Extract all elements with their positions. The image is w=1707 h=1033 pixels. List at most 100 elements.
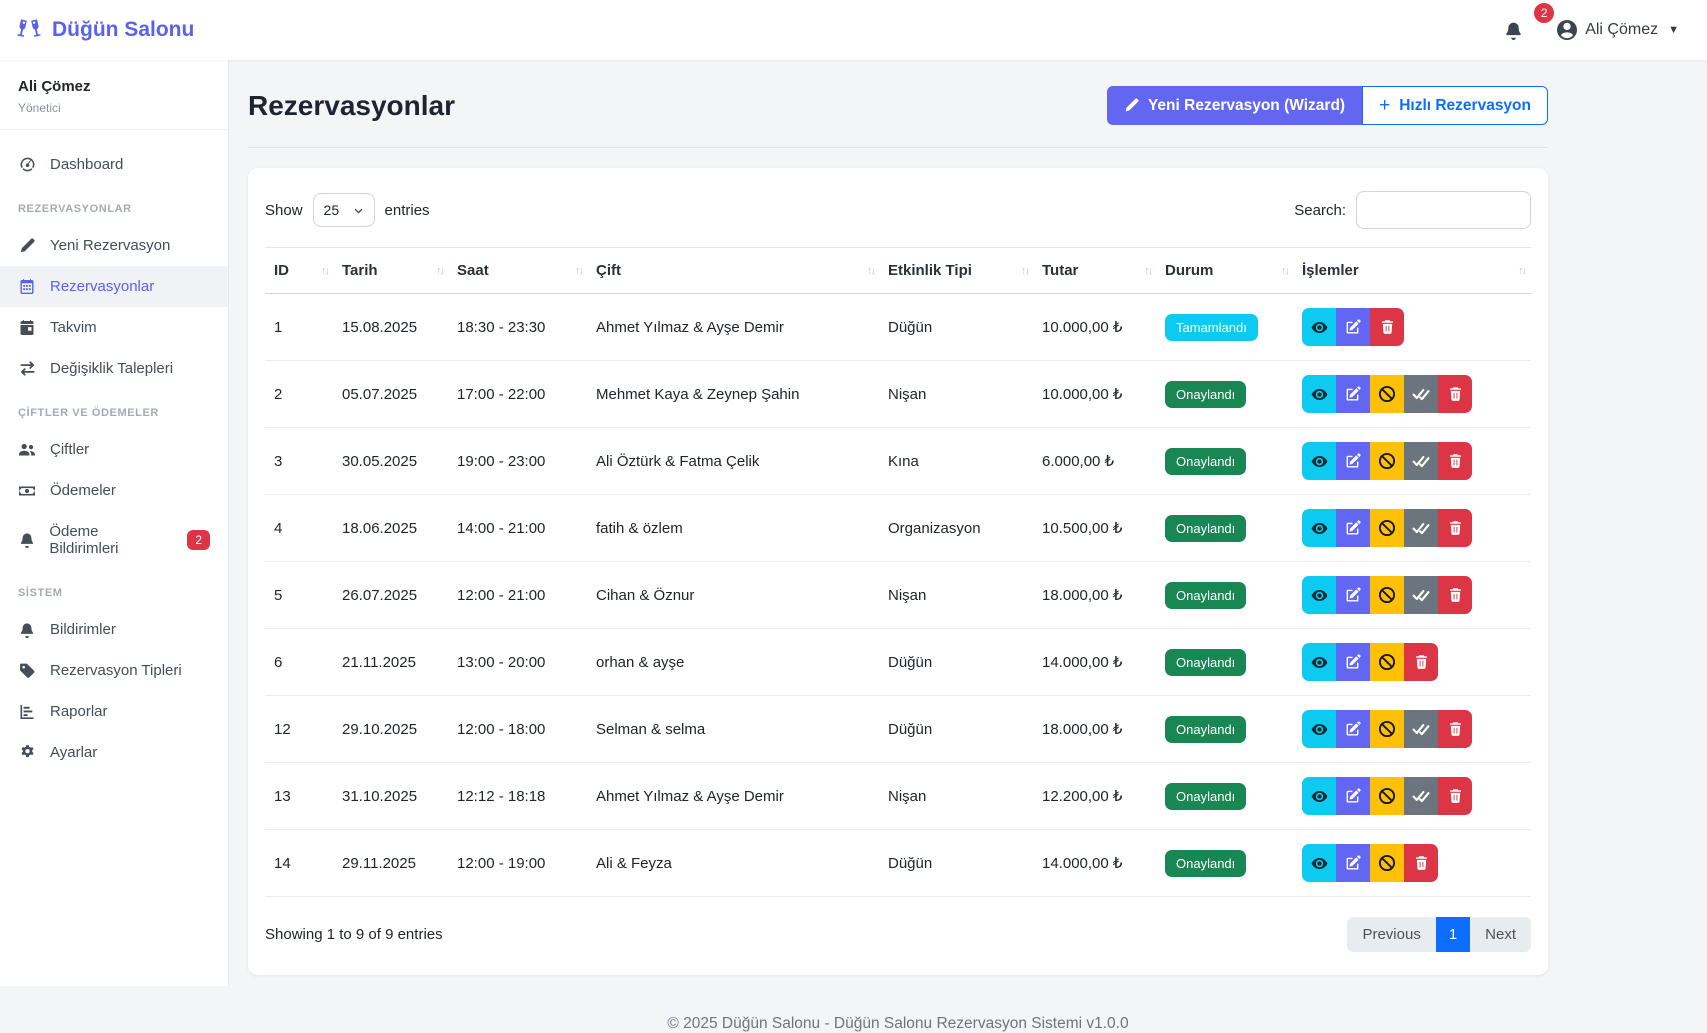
edit-button[interactable] [1336,308,1370,346]
delete-button[interactable] [1438,710,1472,748]
search-input[interactable] [1356,191,1531,229]
quick-reservation-button[interactable]: + Hızlı Rezervasyon [1362,86,1548,125]
pagination-next[interactable]: Next [1470,917,1531,952]
edit-button[interactable] [1336,777,1370,815]
column-header-tarih[interactable]: Tarih↑↓ [334,248,449,294]
sidebar-item-label: Raporlar [50,703,108,720]
edit-icon [1345,654,1361,670]
delete-button[interactable] [1438,375,1472,413]
entries-label: entries [385,202,430,219]
edit-button[interactable] [1336,844,1370,882]
view-button[interactable] [1302,710,1336,748]
delete-button[interactable] [1404,844,1438,882]
sidebar-item-degisiklik-talepleri[interactable]: Değişiklik Talepleri [0,348,228,389]
sidebar-item-bildirimler[interactable]: Bildirimler [0,609,228,650]
cancel-button[interactable] [1370,643,1404,681]
complete-button[interactable] [1404,710,1438,748]
complete-button[interactable] [1404,375,1438,413]
column-label: Saat [457,262,489,279]
sidebar-item-rezervasyonlar[interactable]: Rezervasyonlar [0,266,228,307]
sidebar-item-rezervasyon-tipleri[interactable]: Rezervasyon Tipleri [0,650,228,691]
sidebar-user-block: Ali Çömez Yönetici [0,60,228,130]
column-header-durum[interactable]: Durum↑↓ [1157,248,1294,294]
money-icon [18,483,36,499]
sidebar-item-ayarlar[interactable]: Ayarlar [0,732,228,773]
column-header--ift[interactable]: Çift↑↓ [588,248,880,294]
sidebar-item-label: Değişiklik Talepleri [50,360,173,377]
cell-id: 6 [265,629,334,696]
cell-actions [1294,763,1531,830]
status-badge: Onaylandı [1165,515,1246,542]
cell-date: 21.11.2025 [334,629,449,696]
column-header-i-lemler[interactable]: İşlemler↑↓ [1294,248,1531,294]
page-title: Rezervasyonlar [248,90,455,122]
new-reservation-wizard-button[interactable]: Yeni Rezervasyon (Wizard) [1107,86,1362,125]
edit-button[interactable] [1336,509,1370,547]
edit-button[interactable] [1336,375,1370,413]
pagination-page-1[interactable]: 1 [1436,917,1470,952]
check-double-icon [1412,385,1430,403]
delete-button[interactable] [1370,308,1404,346]
complete-button[interactable] [1404,576,1438,614]
sidebar-item-dashboard[interactable]: Dashboard [0,144,228,185]
delete-button[interactable] [1438,442,1472,480]
cancel-button[interactable] [1370,509,1404,547]
edit-button[interactable] [1336,576,1370,614]
cancel-button[interactable] [1370,576,1404,614]
cell-couple: fatih & özlem [588,495,880,562]
calendar-day-icon [18,320,36,336]
sidebar-item-yeni-rezervasyon[interactable]: Yeni Rezervasyon [0,225,228,266]
view-button[interactable] [1302,643,1336,681]
column-header-tutar[interactable]: Tutar↑↓ [1034,248,1157,294]
complete-button[interactable] [1404,442,1438,480]
delete-button[interactable] [1438,576,1472,614]
edit-button[interactable] [1336,710,1370,748]
cancel-button[interactable] [1370,710,1404,748]
view-button[interactable] [1302,442,1336,480]
sidebar-item-ciftler[interactable]: Çiftler [0,429,228,470]
sidebar-item-takvim[interactable]: Takvim [0,307,228,348]
cell-couple: Cihan & Öznur [588,562,880,629]
cancel-button[interactable] [1370,442,1404,480]
sidebar-item-odemeler[interactable]: Ödemeler [0,470,228,511]
cancel-button[interactable] [1370,375,1404,413]
brand[interactable]: Düğün Salonu [16,17,194,43]
ban-icon [1378,787,1396,805]
cell-status: Onaylandı [1157,495,1294,562]
user-menu[interactable]: Ali Çömez ▼ [1557,20,1679,40]
page-size-select[interactable]: 25 [313,193,375,227]
ban-icon [1378,452,1396,470]
chart-icon [18,704,36,720]
cell-actions [1294,696,1531,763]
pagination-previous[interactable]: Previous [1347,917,1435,952]
edit-icon [1345,721,1361,737]
delete-button[interactable] [1438,777,1472,815]
view-button[interactable] [1302,777,1336,815]
action-button-group [1302,777,1472,815]
complete-button[interactable] [1404,509,1438,547]
cell-id: 12 [265,696,334,763]
view-button[interactable] [1302,375,1336,413]
column-header-etkinlik-tipi[interactable]: Etkinlik Tipi↑↓ [880,248,1034,294]
edit-button[interactable] [1336,442,1370,480]
view-button[interactable] [1302,308,1336,346]
cancel-button[interactable] [1370,777,1404,815]
delete-button[interactable] [1404,643,1438,681]
edit-button[interactable] [1336,643,1370,681]
column-header-id[interactable]: ID↑↓ [265,248,334,294]
cancel-button[interactable] [1370,844,1404,882]
cell-actions [1294,361,1531,428]
edit-icon [1345,855,1361,871]
column-header-saat[interactable]: Saat↑↓ [449,248,588,294]
caret-down-icon: ▼ [1668,24,1679,36]
notifications-button[interactable]: 2 [1504,21,1523,40]
cell-time: 17:00 - 22:00 [449,361,588,428]
view-button[interactable] [1302,509,1336,547]
view-button[interactable] [1302,576,1336,614]
complete-button[interactable] [1404,777,1438,815]
delete-button[interactable] [1438,509,1472,547]
view-button[interactable] [1302,844,1336,882]
sidebar-item-raporlar[interactable]: Raporlar [0,691,228,732]
edit-icon [1345,788,1361,804]
